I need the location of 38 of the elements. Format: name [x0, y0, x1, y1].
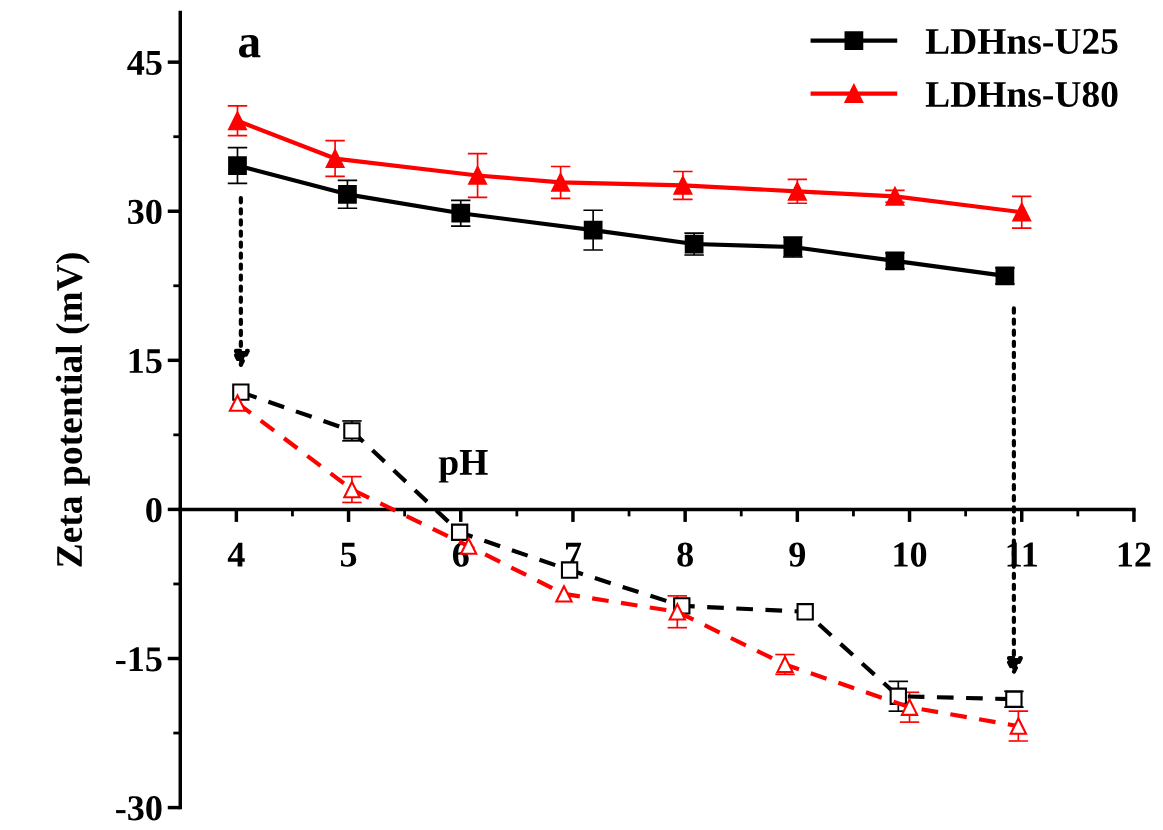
point	[551, 173, 570, 192]
point	[555, 585, 573, 603]
point	[900, 698, 919, 716]
point	[228, 111, 247, 131]
point	[228, 394, 247, 412]
point	[450, 523, 469, 541]
point	[673, 176, 693, 195]
x-axis-title: pH	[438, 450, 488, 483]
point	[885, 251, 905, 271]
x-tick-label: 8	[677, 542, 693, 567]
point	[1009, 717, 1028, 735]
point	[583, 220, 603, 240]
point	[560, 561, 579, 579]
legend-label: LDHns-U80	[925, 81, 1118, 108]
point	[468, 166, 487, 185]
x-tick-label: 4	[227, 542, 245, 567]
x-tick-label: 10	[894, 542, 927, 567]
y-axis-title: Zeta potential (mV)	[55, 253, 90, 567]
y-tick-label: -15	[116, 647, 162, 672]
annotation: a	[239, 34, 261, 58]
point	[228, 156, 247, 175]
point	[325, 149, 345, 168]
point	[232, 383, 250, 401]
legend-label: LDHns-U25	[925, 28, 1118, 55]
y-tick-label: 30	[128, 199, 162, 225]
y-tick-label: 0	[146, 497, 162, 523]
point	[995, 266, 1015, 286]
point	[1012, 202, 1032, 222]
point	[338, 184, 357, 204]
point	[796, 603, 814, 621]
x-tick-label: 5	[340, 542, 357, 567]
point	[668, 603, 686, 621]
point	[343, 480, 361, 499]
y-tick-label: 45	[127, 50, 162, 76]
x-tick-label: 12	[1118, 542, 1151, 567]
y-tick-label: -30	[116, 796, 162, 821]
x-tick-label: 9	[789, 542, 806, 567]
y-tick-label: 15	[129, 349, 162, 374]
